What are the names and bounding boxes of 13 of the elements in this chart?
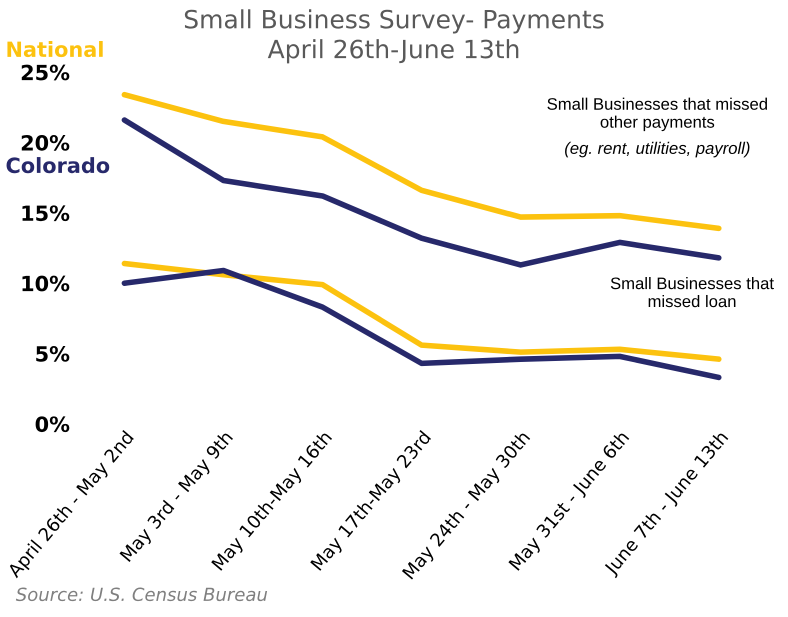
y-tick-label: 20% [22,134,70,151]
chart-title: Small Business Survey- Payments April 26th-June 13th [184,9,604,64]
text: National [7,41,103,58]
y-tick-label: 0% [36,416,70,432]
y-tick-label: 15% [22,205,70,222]
y-tick-label: 10% [22,276,70,292]
annotation: (eg. rent, utilities, payroll) [565,142,750,158]
series-label: Colorado [6,157,110,174]
y-tick-label: 25% [22,64,70,80]
source-note: Source: U.S. Census Bureau [16,588,268,602]
y-tick-label: 5% [36,346,70,362]
annotation: Small Businesses that missed loan [610,277,774,308]
annotation: Small Businesses that missed other payments [547,98,767,132]
